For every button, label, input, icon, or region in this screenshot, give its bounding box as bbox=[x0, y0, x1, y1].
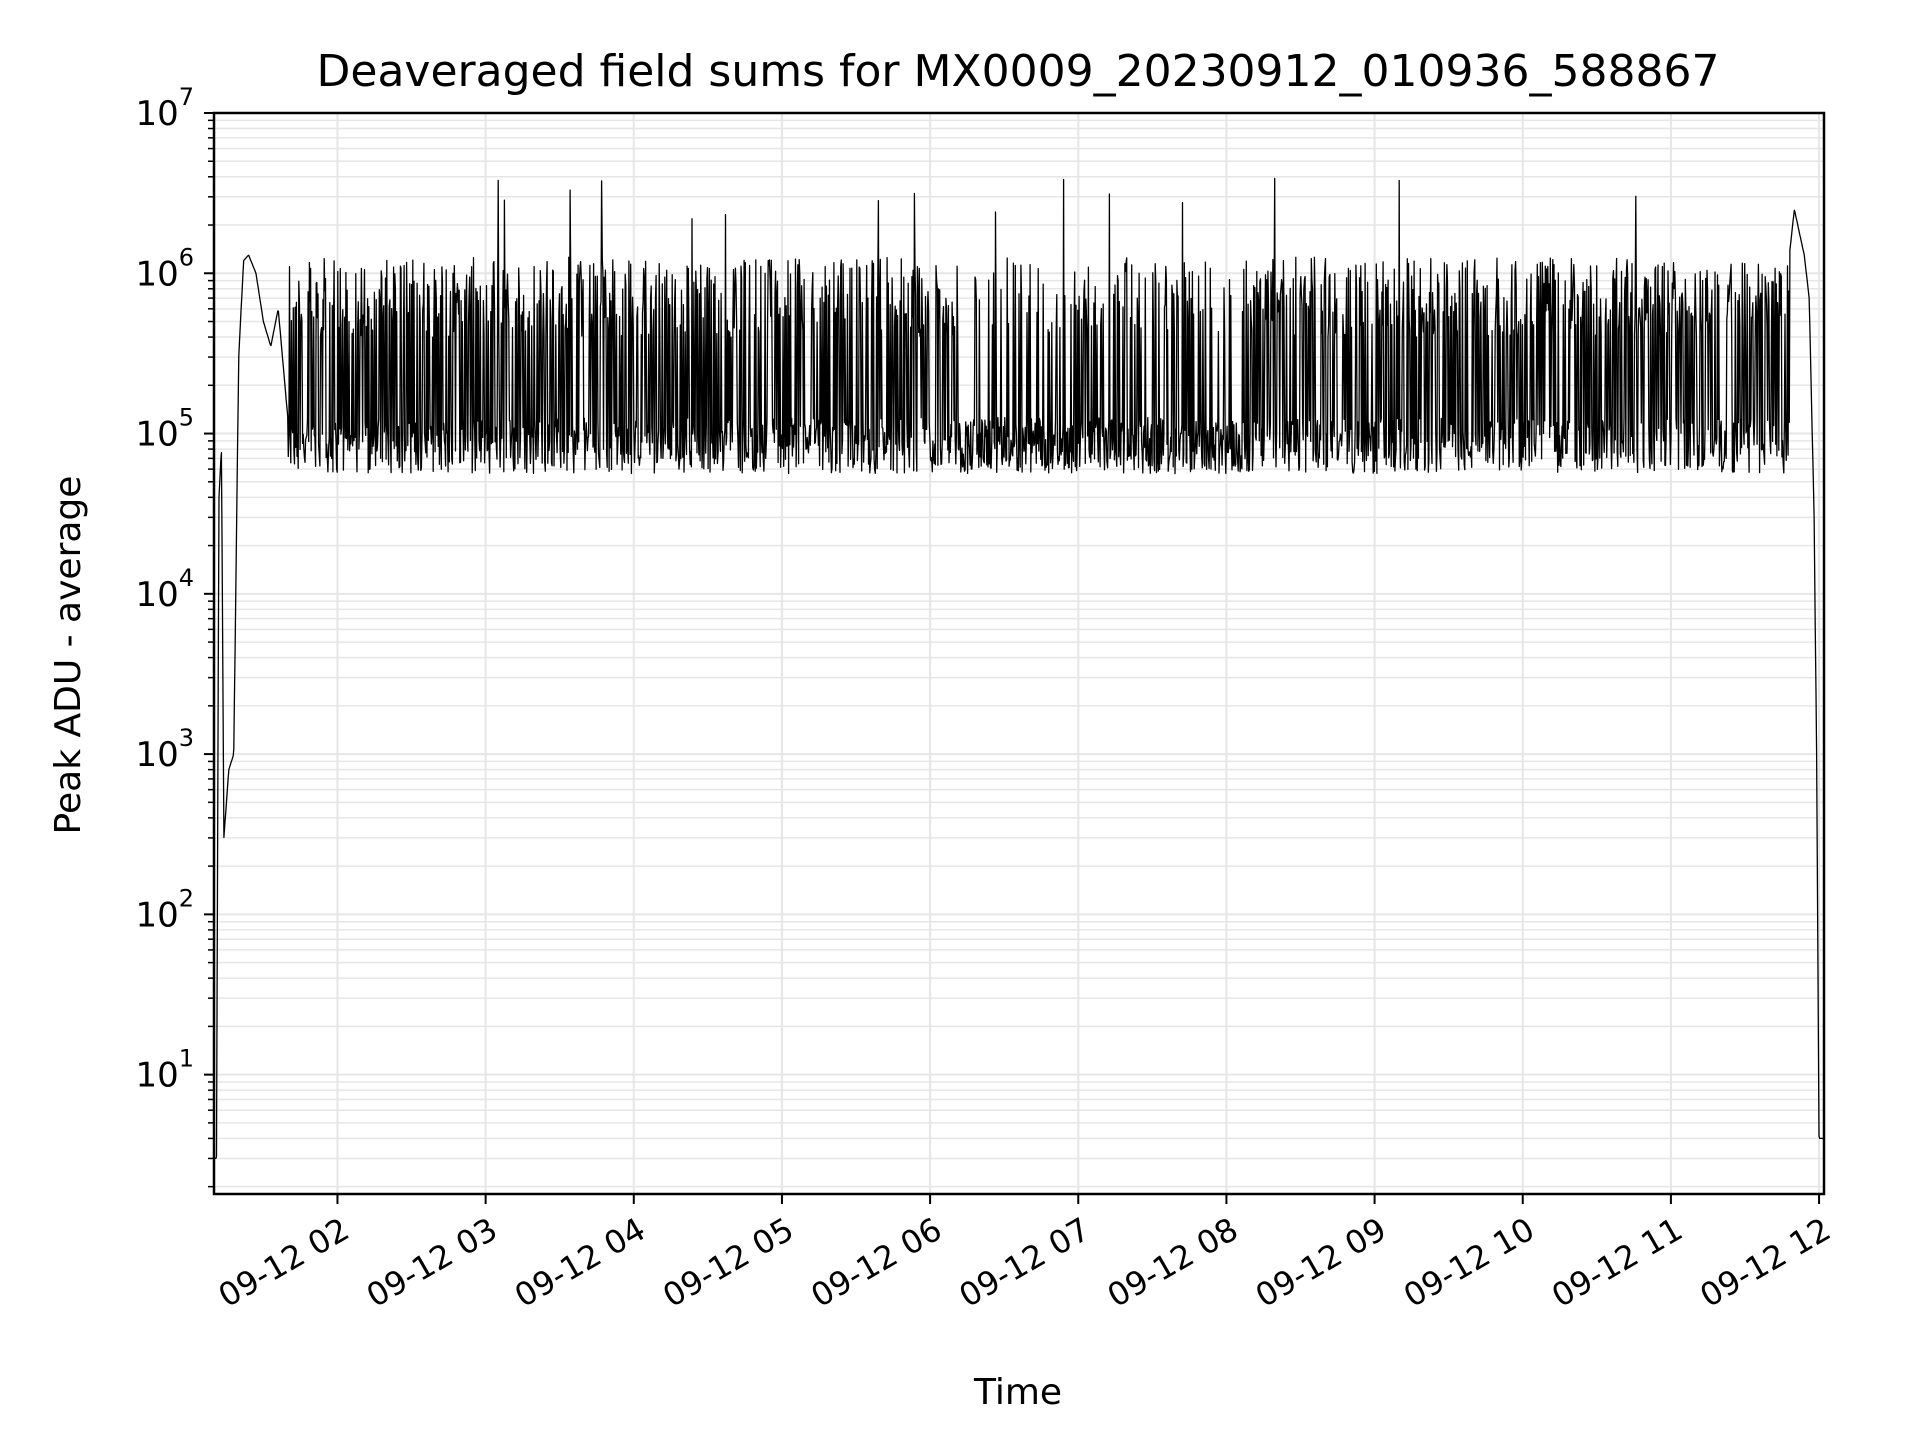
y-axis-label: Peak ADU - average bbox=[48, 476, 89, 835]
plot-frame bbox=[212, 111, 1826, 1196]
series-line bbox=[213, 177, 1825, 1160]
chart-title: Deaveraged field sums for MX0009_2023091… bbox=[317, 46, 1720, 97]
data-series bbox=[213, 177, 1825, 1160]
x-axis-label: Time bbox=[973, 1372, 1062, 1413]
